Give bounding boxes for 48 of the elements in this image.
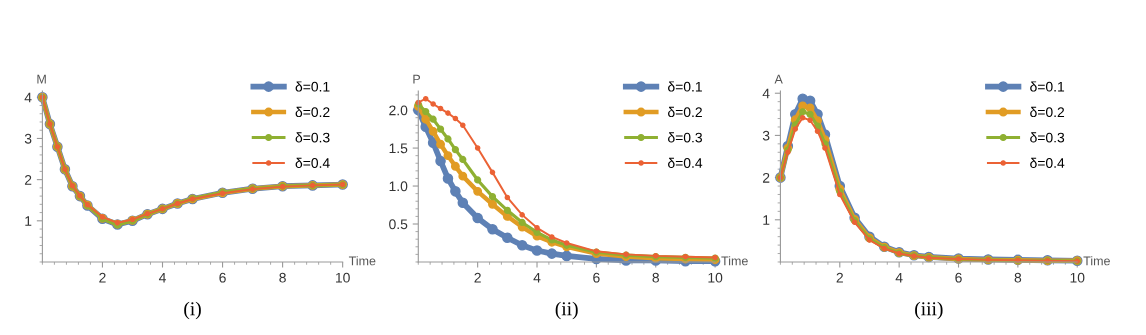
y-tick-label: 1 (25, 216, 32, 226)
x-tick-label: 8 (279, 272, 286, 283)
x-tick-label: 4 (533, 272, 541, 283)
x-tick-label: 6 (955, 272, 962, 283)
text: (i) (184, 301, 201, 320)
x-tick-label: 2 (836, 272, 843, 283)
x-tick-label: 8 (1014, 272, 1022, 283)
x-tick-label: 2 (474, 272, 481, 283)
x-tick-label: 8 (652, 272, 659, 283)
y-tick-label: 2.0 (389, 105, 408, 116)
y-tick-label: 3 (24, 133, 32, 144)
x-tick-label: 6 (219, 272, 226, 283)
legend-label: δ=0.4 (1030, 157, 1065, 168)
legend-label: δ=0.4 (668, 157, 703, 168)
legend-label: δ=0.3 (668, 132, 702, 143)
legend-label: δ=0.3 (295, 132, 330, 143)
y-tick-label: 1.0 (389, 181, 408, 192)
legend-label: δ=0.2 (668, 106, 702, 118)
legend-label: δ=0.4 (295, 157, 330, 168)
x-tick-label: 4 (895, 272, 903, 283)
y-axis-title: M (37, 74, 46, 84)
x-tick-label: 10 (1070, 272, 1085, 283)
text: (ii) (555, 301, 578, 320)
y-tick-label: 3 (762, 130, 770, 141)
y-tick-label: 1 (763, 215, 770, 225)
x-axis-title: Time (348, 256, 376, 266)
legend-label: δ=0.1 (668, 81, 702, 92)
y-tick-label: 2 (762, 172, 770, 183)
x-tick-label: 10 (708, 272, 723, 283)
y-tick-label: 0.5 (389, 219, 408, 230)
y-axis-title: A (774, 74, 783, 84)
legend-label: δ=0.2 (295, 106, 330, 118)
y-tick-label: 1.5 (389, 143, 408, 154)
x-tick-label: 10 (335, 272, 350, 283)
legend-label: δ=0.3 (1030, 132, 1065, 143)
y-tick-label: 4 (762, 88, 770, 99)
y-tick-label: 2 (24, 174, 32, 185)
y-axis-title: P (413, 74, 421, 84)
text: (iii) (915, 301, 943, 320)
x-tick-label: 2 (99, 272, 106, 283)
legend-label: δ=0.2 (1030, 106, 1065, 118)
legend-label: δ=0.1 (1030, 81, 1065, 92)
x-tick-label: 4 (158, 272, 166, 283)
x-tick-label: 6 (593, 272, 600, 283)
legend-label: δ=0.1 (295, 81, 330, 92)
y-tick-label: 4 (24, 92, 32, 103)
x-axis-title: Time (721, 256, 748, 266)
x-axis-title: Time (1083, 256, 1110, 266)
